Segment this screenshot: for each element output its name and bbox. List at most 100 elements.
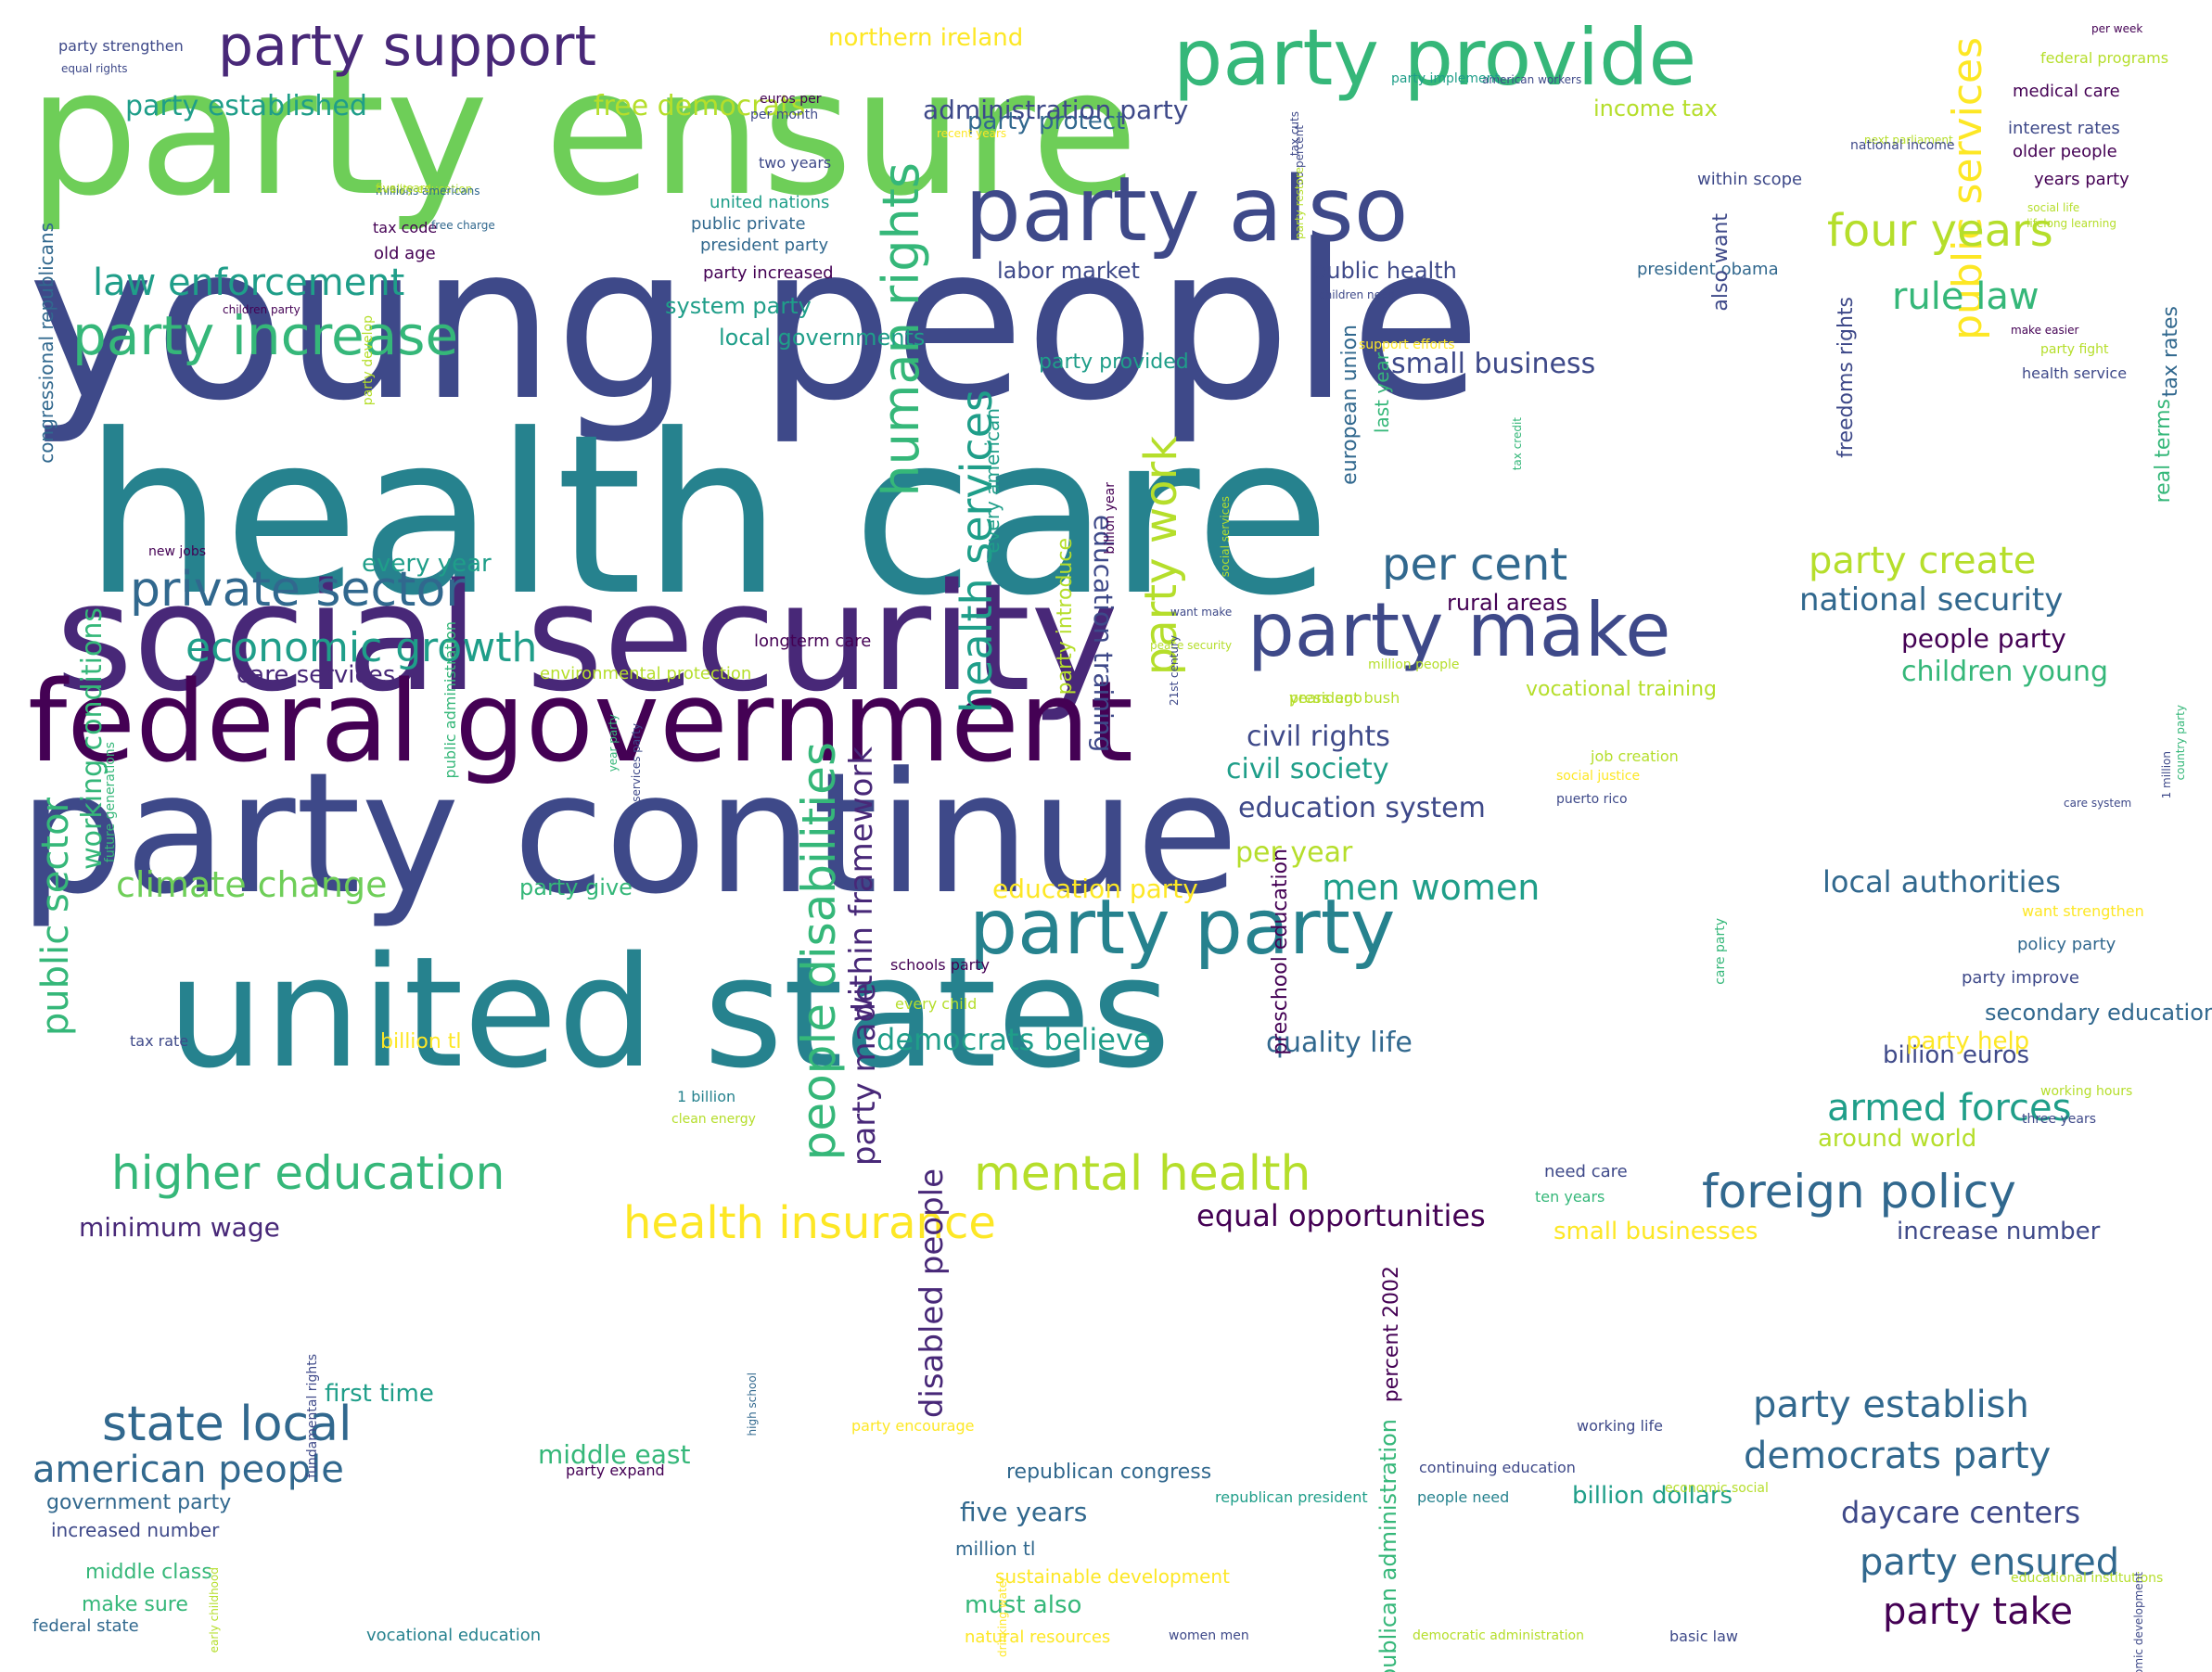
- word-cloud-word: foreign policy: [1702, 1165, 2016, 1219]
- word-cloud-word: social services: [1219, 496, 1232, 578]
- word-cloud-word: job creation: [1591, 747, 1679, 765]
- word-cloud-word: lifelong learning: [2027, 217, 2116, 230]
- word-cloud-word: public sector: [34, 798, 77, 1037]
- word-cloud-word: drinking water: [996, 1576, 1009, 1657]
- word-cloud-word: health service: [2022, 364, 2128, 382]
- word-cloud-word: 1 billion: [677, 1088, 736, 1105]
- word-cloud-word: federal government: [28, 658, 1133, 787]
- word-cloud-word: equal rights: [61, 62, 128, 75]
- word-cloud-word: health care: [83, 388, 1331, 645]
- word-cloud-word: labor market: [997, 258, 1140, 284]
- word-cloud-word: country party: [2174, 705, 2187, 781]
- word-cloud-word: party encourage: [851, 1417, 975, 1435]
- word-cloud-word: party implement: [1391, 71, 1500, 86]
- word-cloud-word: year party: [607, 714, 620, 772]
- word-cloud-word: policy party: [2017, 935, 2116, 954]
- word-cloud-word: want strengthen: [2022, 902, 2144, 920]
- word-cloud-word: economic development: [2132, 1572, 2145, 1672]
- word-cloud-word: men women: [1322, 867, 1541, 908]
- word-cloud-word: party create: [1809, 540, 2037, 582]
- word-cloud-word: five years: [376, 182, 430, 195]
- word-cloud-word: party develop: [361, 315, 376, 406]
- word-cloud-word: working hours: [2040, 1084, 2133, 1099]
- word-cloud-word: social justice: [1556, 769, 1641, 784]
- word-cloud-word: northern ireland: [828, 24, 1024, 52]
- word-cloud-word: medical care: [2013, 82, 2120, 101]
- word-cloud-word: per cent: [1382, 539, 1568, 591]
- word-cloud-word: tax cuts: [1288, 111, 1301, 157]
- word-cloud-word: around world: [1818, 1125, 1977, 1153]
- word-cloud-word: small business: [1391, 348, 1596, 380]
- word-cloud-word: civil rights: [1247, 721, 1390, 753]
- word-cloud-word: federal programs: [2040, 49, 2169, 67]
- word-cloud-word: million people: [1368, 657, 1460, 672]
- word-cloud-word: party party: [969, 884, 1396, 972]
- word-cloud-word: local governments: [719, 325, 926, 351]
- word-cloud-word: schools party: [890, 956, 990, 974]
- word-cloud-word: party strengthen: [58, 37, 184, 55]
- word-cloud-word: party protect: [967, 108, 1126, 135]
- word-cloud-word: working life: [1577, 1417, 1663, 1435]
- word-cloud-word: party support: [218, 14, 596, 79]
- word-cloud-word: billion tl: [380, 1030, 462, 1053]
- word-cloud-word: administration party: [923, 95, 1189, 125]
- word-cloud-word: democrats believe: [876, 1022, 1152, 1057]
- word-cloud-word: president party: [700, 236, 829, 255]
- word-cloud-word: per month: [750, 108, 819, 122]
- word-cloud-word: 1 million: [2160, 751, 2173, 799]
- word-cloud-word: ten years: [1535, 1188, 1605, 1206]
- word-cloud-word: years party: [2034, 170, 2129, 189]
- word-cloud-word: small businesses: [1554, 1218, 1758, 1245]
- word-cloud-word: care system: [2064, 797, 2132, 810]
- word-cloud-word: three years: [2022, 1112, 2097, 1127]
- word-cloud-word: care services: [237, 661, 396, 689]
- word-cloud-word: high school: [746, 1372, 759, 1436]
- word-cloud-word: longterm care: [754, 632, 872, 651]
- word-cloud-word: increased number: [51, 1519, 220, 1541]
- word-cloud-word: party continue: [19, 737, 1239, 931]
- word-cloud-word: social life: [2027, 201, 2080, 214]
- word-cloud-word: per week: [2091, 22, 2143, 35]
- word-cloud-word: party help: [1906, 1027, 2030, 1055]
- word-cloud-word: system party: [665, 293, 812, 319]
- word-cloud-word: young people: [28, 200, 1482, 448]
- word-cloud-word: increase number: [1897, 1218, 2101, 1245]
- word-cloud-word: party also: [965, 158, 1409, 262]
- word-cloud-word: public administration: [441, 621, 459, 779]
- word-cloud-word: republican administration: [1375, 1419, 1401, 1672]
- word-cloud-word: public health: [1312, 258, 1457, 284]
- word-cloud-word: must also: [965, 1591, 1082, 1619]
- word-cloud-word: party establish: [1753, 1384, 2029, 1426]
- word-cloud-word: party fight: [2040, 342, 2109, 357]
- word-cloud-word: free democrats: [594, 90, 806, 122]
- word-cloud-word: european union: [1338, 325, 1362, 485]
- word-cloud-word: million tl: [955, 1538, 1036, 1560]
- word-cloud-word: american people: [32, 1449, 344, 1491]
- word-cloud-word: environmental protection: [540, 664, 752, 683]
- word-cloud-word: party expand: [566, 1461, 665, 1479]
- word-cloud-word: middle east: [538, 1439, 691, 1470]
- word-cloud-word: billion euros: [1883, 1041, 2030, 1069]
- word-cloud-word: president bush: [1289, 689, 1400, 707]
- word-cloud-word: party increased: [703, 263, 834, 283]
- word-cloud-word: state local: [102, 1397, 352, 1452]
- word-cloud-word: democrats party: [1744, 1435, 2052, 1477]
- word-cloud-word: secondary education: [1985, 1000, 2212, 1026]
- word-cloud-word: higher education: [111, 1146, 505, 1200]
- word-cloud-word: years ago: [1289, 689, 1362, 707]
- word-cloud-word: federal state: [32, 1616, 139, 1636]
- word-cloud-word: real terms: [2152, 399, 2175, 504]
- word-cloud-word: first time: [325, 1380, 434, 1408]
- word-cloud-word: freedoms rights: [1835, 297, 1858, 458]
- word-cloud-word: united states: [167, 924, 1171, 1102]
- word-cloud-word: disabled people: [914, 1168, 951, 1419]
- word-cloud-word: older people: [2013, 142, 2117, 161]
- word-cloud-word: tax rates: [2159, 306, 2182, 398]
- word-cloud-word: 21st century: [1168, 635, 1181, 706]
- word-cloud-word: social security: [56, 551, 1119, 724]
- word-cloud-word: peace security: [1150, 639, 1233, 652]
- word-cloud-word: within framework: [843, 747, 880, 1023]
- word-cloud-word: education party: [992, 874, 1198, 904]
- word-cloud-word: clean energy: [671, 1112, 756, 1127]
- word-cloud-word: five years: [960, 1497, 1088, 1527]
